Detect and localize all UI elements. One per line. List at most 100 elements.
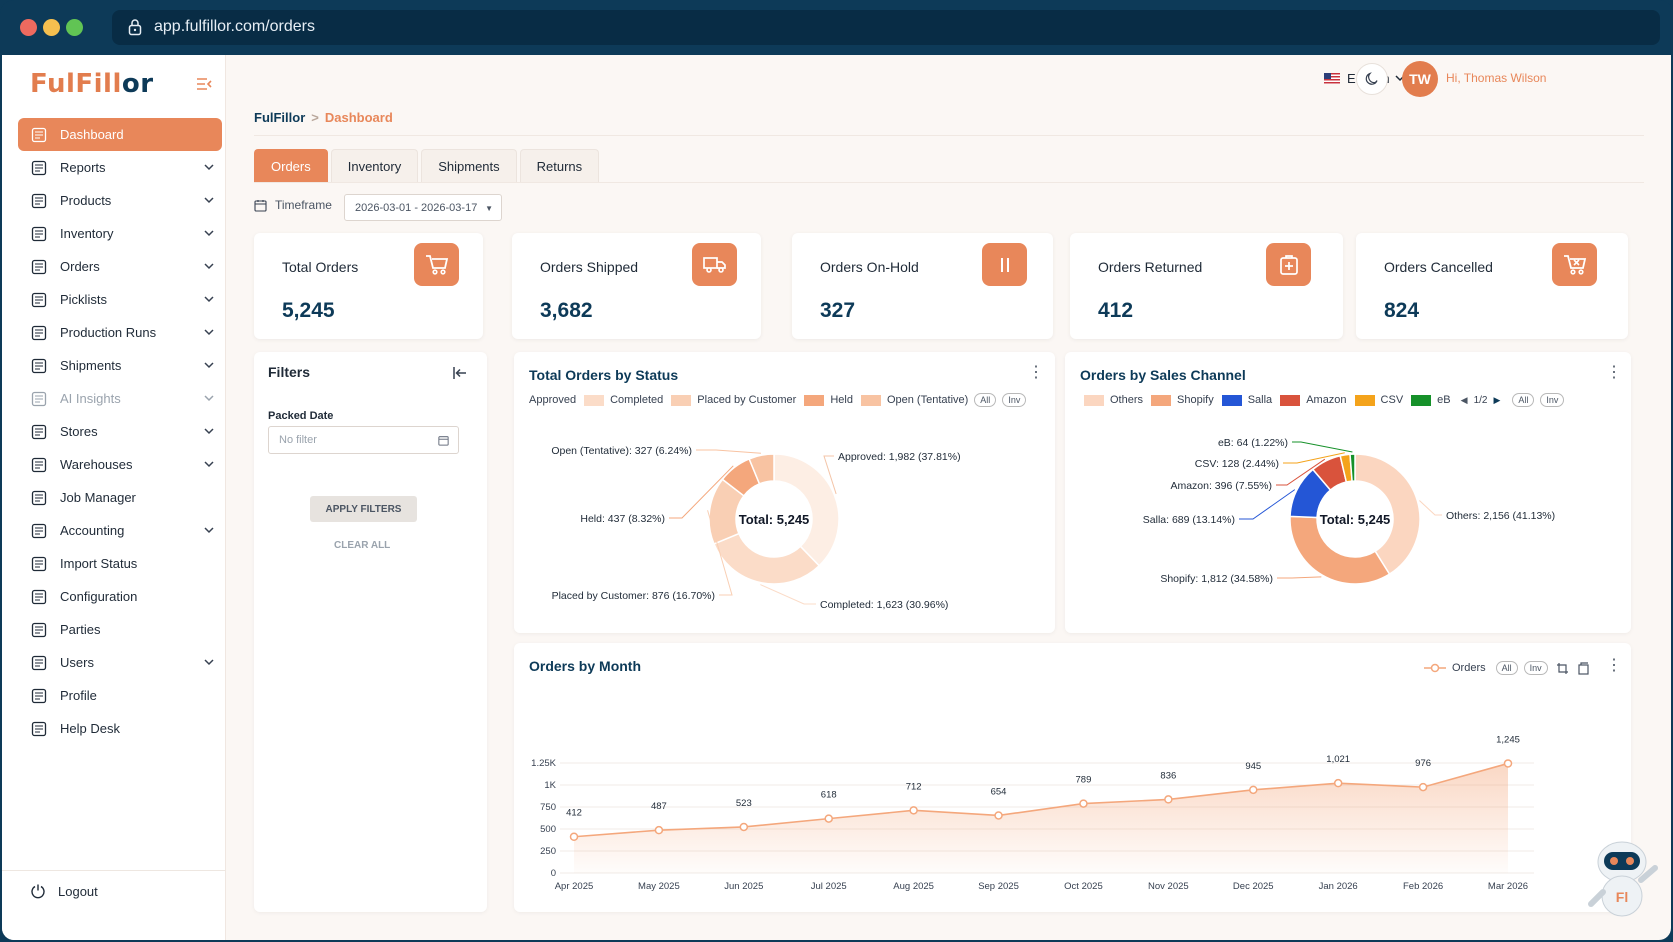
chevron-down-icon	[204, 295, 214, 306]
tab-orders[interactable]: Orders	[254, 149, 328, 182]
sidebar-item-job-manager[interactable]: Job Manager	[18, 481, 222, 514]
donut-slice[interactable]	[773, 453, 840, 567]
data-point[interactable]	[1503, 759, 1513, 768]
breadcrumb-root[interactable]: FulFillor	[254, 110, 306, 125]
donut-slice[interactable]	[748, 453, 775, 485]
collapse-sidebar-icon[interactable]	[196, 77, 212, 91]
sidebar-item-orders[interactable]: Orders	[18, 250, 222, 283]
kpi-value: 3,682	[540, 299, 593, 322]
legend-item-others[interactable]: Others	[1110, 394, 1144, 406]
legend-next-icon[interactable]: ▶	[1493, 394, 1501, 405]
tab-inventory[interactable]: Inventory	[330, 149, 419, 182]
legend-item-salla[interactable]: Salla	[1247, 394, 1273, 406]
donut-slice[interactable]	[1354, 453, 1421, 576]
address-bar[interactable]: app.fulfillor.com/orders	[112, 10, 1660, 45]
timeframe-value: 2026-03-01 - 2026-03-17	[355, 202, 478, 214]
sidebar-item-shipments[interactable]: Shipments	[18, 349, 222, 382]
sidebar-item-label: Users	[60, 655, 94, 670]
app-logo[interactable]: FulFillor	[30, 69, 154, 99]
caret-down-icon: ▼	[485, 204, 493, 213]
data-point[interactable]	[1418, 782, 1428, 792]
donut-slice[interactable]	[1289, 515, 1391, 585]
sidebar-item-label: Picklists	[60, 292, 107, 307]
tab-returns[interactable]: Returns	[519, 149, 600, 182]
legend-filter-all[interactable]: All	[1495, 661, 1518, 675]
legend-item-amazon[interactable]: Amazon	[1306, 394, 1347, 406]
warehouses-icon	[30, 456, 48, 474]
legend-item-held[interactable]: Held	[830, 394, 853, 406]
donut-slice[interactable]	[712, 532, 821, 585]
clear-all-button[interactable]: CLEAR ALL	[334, 540, 391, 551]
donut-slice[interactable]	[1349, 453, 1356, 482]
sidebar-item-products[interactable]: Products	[18, 184, 222, 217]
data-point[interactable]	[824, 814, 833, 823]
sidebar-item-profile[interactable]: Profile	[18, 679, 222, 712]
data-point[interactable]	[739, 822, 749, 832]
data-point[interactable]	[654, 825, 664, 835]
legend-item-orders[interactable]: Orders	[1452, 662, 1486, 674]
kpi-card-orders-returned[interactable]: Orders Returned 412	[1070, 233, 1343, 339]
close-window-button[interactable]	[20, 19, 37, 36]
logout-button[interactable]: Logout	[30, 883, 98, 899]
legend-filter-inv[interactable]: Inv	[1540, 393, 1565, 407]
dark-mode-toggle[interactable]	[1356, 63, 1388, 95]
sidebar-item-parties[interactable]: Parties	[18, 613, 222, 646]
sidebar-item-ai-insights[interactable]: AI Insights	[18, 382, 222, 415]
kpi-card-orders-shipped[interactable]: Orders Shipped 3,682	[512, 233, 761, 339]
avatar[interactable]: TW	[1402, 61, 1438, 97]
sidebar-item-inventory[interactable]: Inventory	[18, 217, 222, 250]
sidebar-item-users[interactable]: Users	[18, 646, 222, 679]
legend-item-placed-by-customer[interactable]: Placed by Customer	[697, 394, 797, 406]
legend-item-approved[interactable]: Approved	[529, 394, 577, 406]
maximize-window-button[interactable]	[66, 19, 83, 36]
sidebar-item-production-runs[interactable]: Production Runs	[18, 316, 222, 349]
timeframe-select[interactable]: 2026-03-01 - 2026-03-17 ▼	[344, 194, 502, 221]
legend-item-open-tentative[interactable]: Open (Tentative)	[886, 394, 969, 406]
legend-filter-inv[interactable]: Inv	[1002, 393, 1027, 407]
legend-item-completed[interactable]: Completed	[610, 394, 664, 406]
data-point[interactable]	[569, 832, 579, 841]
data-point[interactable]	[994, 811, 1003, 820]
sidebar-item-configuration[interactable]: Configuration	[18, 580, 222, 613]
moon-icon	[1365, 72, 1378, 85]
packed-date-input[interactable]: No filter	[268, 426, 459, 454]
sidebar-nav: Dashboard Reports Products Inventory Orders P…	[18, 118, 222, 745]
chevron-down-icon	[204, 262, 214, 273]
legend-filter-all[interactable]: All	[1512, 393, 1535, 407]
sidebar-item-help-desk[interactable]: Help Desk	[18, 712, 222, 745]
legend-item-shopify[interactable]: Shopify	[1177, 394, 1214, 406]
legend-prev-icon[interactable]: ◀	[1460, 394, 1468, 405]
restore-icon[interactable]	[1577, 661, 1590, 675]
x-tick-label: Nov 2025	[1148, 881, 1189, 892]
sidebar-item-stores[interactable]: Stores	[18, 415, 222, 448]
legend-item-csv[interactable]: CSV	[1380, 394, 1404, 406]
kpi-card-total-orders[interactable]: Total Orders 5,245	[254, 233, 483, 339]
legend-filter-all[interactable]: All	[974, 393, 997, 407]
kpi-card-orders-cancelled[interactable]: Orders Cancelled 824	[1356, 233, 1628, 339]
zoom-reset-icon[interactable]	[1556, 662, 1569, 675]
production-runs-icon	[30, 324, 48, 342]
minimize-window-button[interactable]	[43, 19, 60, 36]
kpi-card-orders-on-hold[interactable]: Orders On-Hold 327	[792, 233, 1053, 339]
tab-shipments[interactable]: Shipments	[421, 149, 517, 182]
sidebar-item-warehouses[interactable]: Warehouses	[18, 448, 222, 481]
sidebar-item-accounting[interactable]: Accounting	[18, 514, 222, 547]
data-point[interactable]	[909, 806, 918, 815]
data-point[interactable]	[1079, 799, 1088, 808]
sidebar-item-reports[interactable]: Reports	[18, 151, 222, 184]
sidebar-item-dashboard[interactable]: Dashboard	[18, 118, 222, 151]
user-greeting[interactable]: Hi, Thomas Wilson	[1446, 71, 1547, 85]
legend-item-eb[interactable]: eB	[1437, 394, 1451, 406]
sidebar-item-picklists[interactable]: Picklists	[18, 283, 222, 316]
data-point[interactable]	[1249, 785, 1258, 795]
data-point[interactable]	[1333, 778, 1343, 788]
data-point[interactable]	[1164, 795, 1173, 804]
slice-label: eB: 64 (1.22%)	[1218, 437, 1288, 449]
apply-filters-button[interactable]: APPLY FILTERS	[310, 496, 417, 522]
collapse-filters-icon[interactable]	[452, 366, 468, 380]
leader-line	[1292, 441, 1353, 453]
assistant-robot-icon[interactable]: Fl	[1582, 830, 1662, 920]
sidebar-item-import-status[interactable]: Import Status	[18, 547, 222, 580]
legend-filter-inv[interactable]: Inv	[1523, 661, 1548, 675]
kpi-label: Orders On-Hold	[820, 259, 919, 275]
